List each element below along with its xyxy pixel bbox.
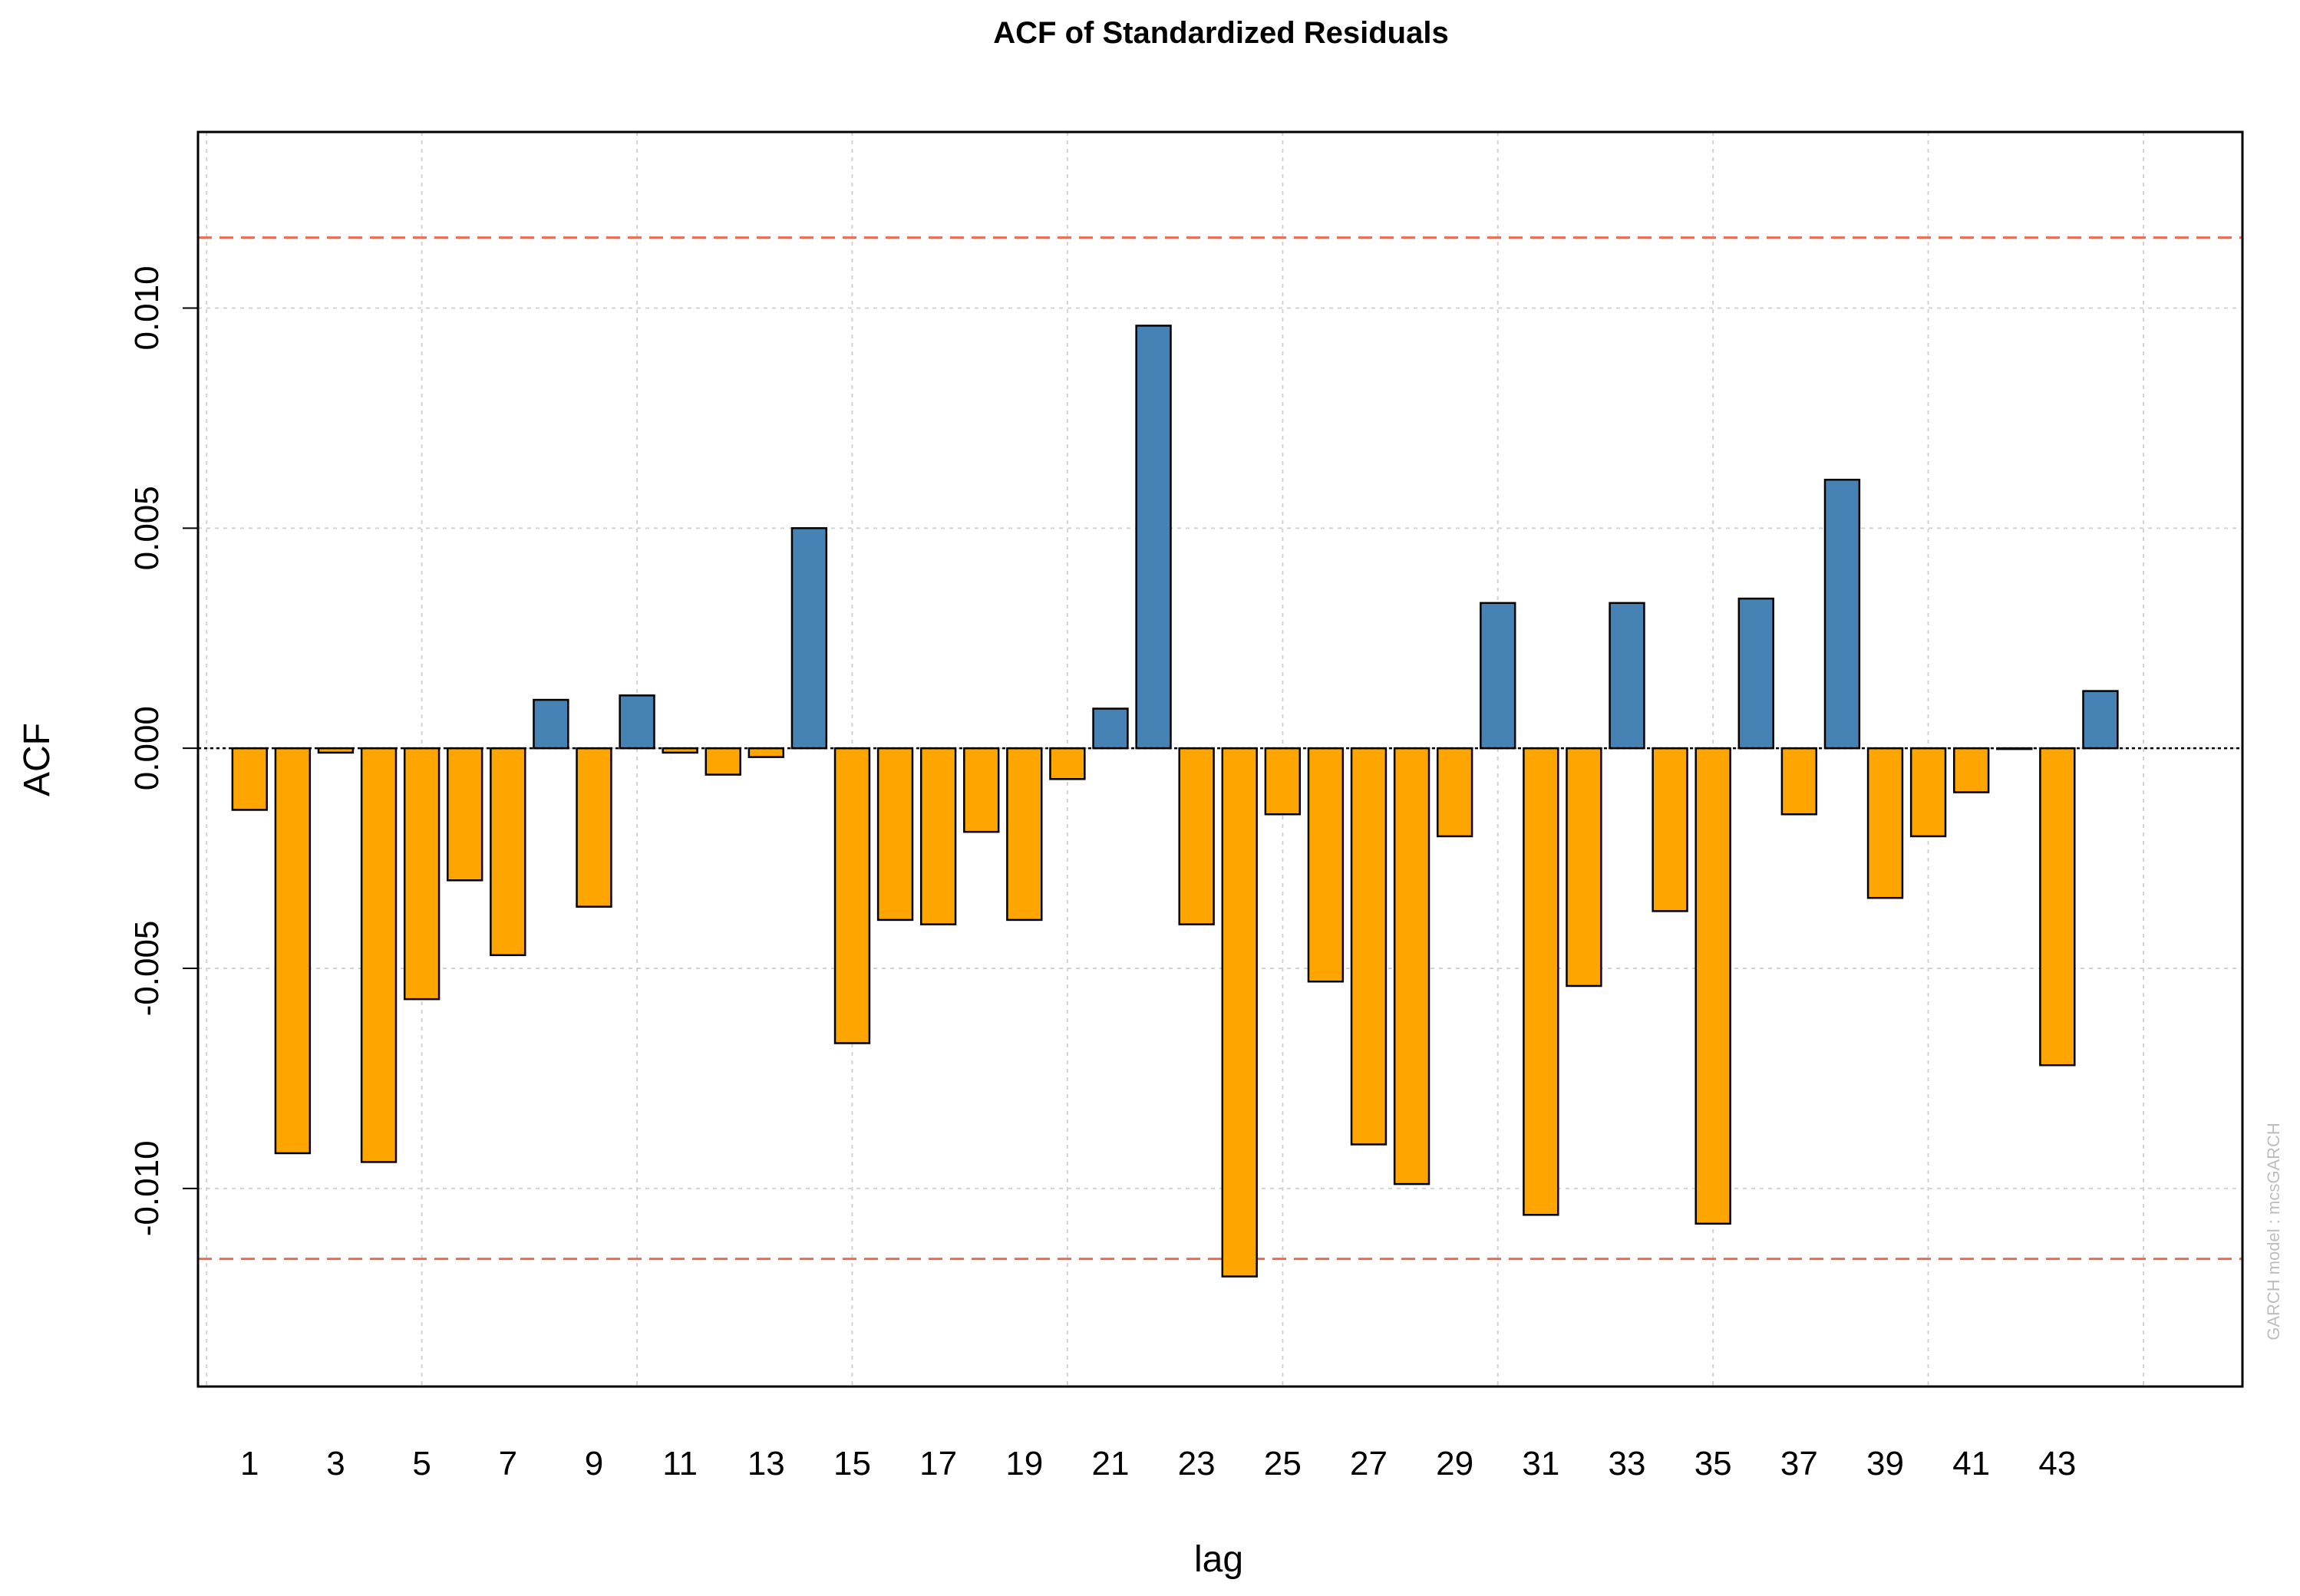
acf-bar-lag-11	[662, 747, 698, 754]
acf-bar-lag-35	[1694, 747, 1731, 1225]
acf-bar-lag-43	[2039, 747, 2076, 1067]
acf-bar-lag-23	[1178, 747, 1215, 925]
x-tick-label: 11	[662, 1445, 698, 1482]
acf-bar-lag-25	[1264, 747, 1302, 816]
x-tick-label: 5	[412, 1445, 431, 1482]
y-axis-label: ACF	[17, 723, 58, 796]
x-tick-label: 7	[499, 1445, 517, 1482]
x-tick-label: 31	[1522, 1445, 1559, 1482]
acf-bars	[231, 325, 2119, 1278]
x-tick-label: 3	[326, 1445, 345, 1482]
x-tick-label: 35	[1694, 1445, 1732, 1482]
acf-bar-lag-30	[1480, 602, 1516, 750]
x-tick-label: 37	[1780, 1445, 1818, 1482]
acf-bar-lag-8	[533, 698, 569, 750]
acf-bar-lag-1	[231, 747, 268, 811]
acf-bar-lag-38	[1823, 478, 1861, 750]
acf-bar-lag-20	[1049, 747, 1086, 780]
model-watermark: GARCH model : mcsGARCH	[2264, 1123, 2283, 1340]
x-tick-label: 43	[2038, 1445, 2076, 1482]
x-tick-label: 23	[1178, 1445, 1216, 1482]
acf-bar-lag-31	[1523, 747, 1559, 1216]
x-tick-label: 29	[1436, 1445, 1473, 1482]
acf-bar-lag-34	[1652, 747, 1688, 912]
x-axis-ticks: 1 3 5 7 9 11 13 15 17 19 21 23 25 27 29 31 33 35 37 39 41 43	[240, 1445, 2076, 1482]
acf-bar-lag-32	[1566, 747, 1602, 988]
x-tick-label: 19	[1005, 1445, 1043, 1482]
acf-bar-lag-36	[1737, 597, 1774, 750]
chart-title: ACF of Standardized Residuals	[993, 16, 1448, 50]
acf-bar-lag-2	[274, 747, 312, 1155]
plot-frame	[196, 130, 2244, 1388]
acf-bar-lag-14	[790, 527, 828, 750]
acf-bar-lag-39	[1866, 747, 1904, 899]
acf-bar-lag-26	[1307, 747, 1345, 983]
y-tick-label: 0.010	[128, 265, 166, 350]
acf-bar-lag-5	[403, 747, 441, 1001]
y-tick-label: -0.010	[128, 1140, 166, 1236]
acf-bar-lag-41	[1952, 747, 1990, 793]
acf-bar-lag-10	[619, 694, 655, 750]
acf-bar-lag-21	[1092, 707, 1129, 750]
acf-bar-lag-9	[576, 747, 612, 908]
acf-bar-lag-15	[833, 747, 871, 1044]
y-tick-label: 0.000	[128, 706, 166, 790]
acf-bar-lag-42	[1996, 747, 2033, 750]
y-tick-label: -0.005	[128, 921, 166, 1017]
acf-bar-lag-4	[360, 747, 398, 1163]
x-axis-label: lag	[1194, 1539, 1243, 1580]
acf-bar-lag-16	[876, 747, 914, 922]
acf-bar-lag-44	[2082, 690, 2119, 750]
x-tick-label: 1	[240, 1445, 259, 1482]
acf-bar-lag-37	[1780, 747, 1818, 816]
acf-bar-lag-22	[1135, 325, 1172, 750]
acf-bar-lag-29	[1436, 747, 1473, 838]
acf-bar-lag-17	[919, 747, 957, 925]
y-axis-ticks: -0.010 -0.005 0.000 0.005 0.010	[128, 265, 198, 1236]
x-tick-label: 17	[919, 1445, 957, 1482]
acf-bar-lag-18	[963, 747, 1000, 833]
acf-bar-lag-27	[1350, 747, 1388, 1146]
x-tick-label: 41	[1952, 1445, 1990, 1482]
acf-bar-lag-13	[747, 747, 784, 758]
acf-bar-lag-12	[705, 747, 741, 776]
x-tick-label: 27	[1350, 1445, 1388, 1482]
x-tick-label: 9	[585, 1445, 603, 1482]
confidence-bounds	[198, 236, 2242, 1261]
x-tick-label: 15	[833, 1445, 871, 1482]
x-tick-label: 21	[1092, 1445, 1130, 1482]
acf-bar-lag-24	[1221, 747, 1258, 1278]
acf-bar-lag-7	[490, 747, 526, 957]
acf-bar-lag-33	[1609, 602, 1645, 750]
acf-bar-lag-40	[1909, 747, 1947, 838]
x-tick-label: 25	[1264, 1445, 1302, 1482]
y-tick-label: 0.005	[128, 486, 166, 570]
acf-bar-lag-28	[1393, 747, 1430, 1185]
acf-bar-lag-6	[447, 747, 483, 882]
x-tick-label: 39	[1866, 1445, 1904, 1482]
x-tick-label: 33	[1609, 1445, 1646, 1482]
acf-bar-lag-19	[1006, 747, 1043, 922]
x-tick-label: 13	[747, 1445, 785, 1482]
